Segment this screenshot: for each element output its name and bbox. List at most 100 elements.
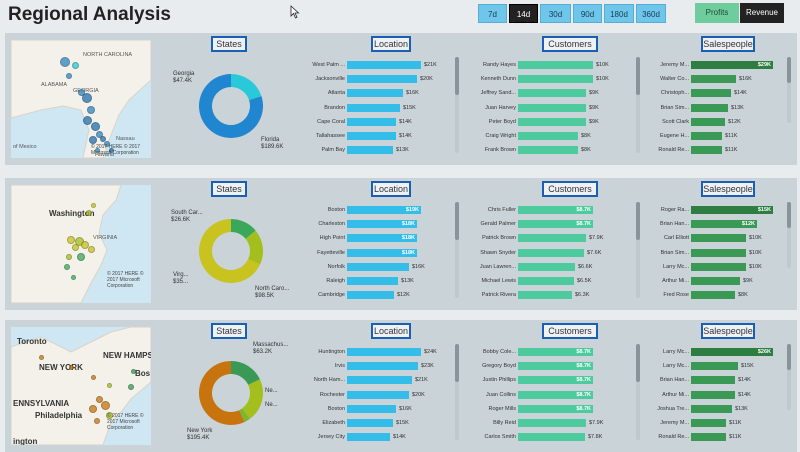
- customers-bar-row[interactable]: Jeffrey Sand... $9K: [460, 88, 642, 98]
- location-bar[interactable]: [347, 433, 390, 442]
- customers-bar[interactable]: [518, 433, 585, 442]
- map-bubble[interactable]: [38, 354, 44, 360]
- salespeople-scroll-thumb[interactable]: [787, 57, 791, 83]
- salespeople-bar-row[interactable]: Larry Mc... $10K: [645, 262, 795, 272]
- location-bar[interactable]: [347, 234, 417, 243]
- map-bubble[interactable]: [105, 411, 113, 419]
- location-bar[interactable]: [347, 419, 393, 427]
- location-scroll-thumb[interactable]: [455, 344, 459, 382]
- customers-bar-row[interactable]: Justin Phillips $8.7K: [460, 375, 642, 385]
- location-bar[interactable]: [347, 291, 394, 300]
- map-bubble[interactable]: [94, 418, 100, 424]
- salespeople-bar[interactable]: [691, 262, 746, 271]
- customers-bar[interactable]: [518, 206, 593, 214]
- map-bubble[interactable]: [100, 136, 106, 142]
- customers-bar[interactable]: [518, 89, 586, 98]
- customers-scrollbar[interactable]: [636, 57, 640, 153]
- salespeople-bar-row[interactable]: Carl Elliott $10K: [645, 233, 795, 243]
- location-bar-row[interactable]: Irvis $23K: [295, 361, 457, 371]
- location-bar[interactable]: [347, 277, 398, 285]
- location-bar-row[interactable]: Boston $19K: [295, 205, 457, 215]
- map-bubble[interactable]: [64, 264, 70, 270]
- salespeople-bar[interactable]: [691, 234, 746, 243]
- salespeople-bar[interactable]: [691, 291, 735, 300]
- location-bar[interactable]: [347, 117, 396, 126]
- map-bubble[interactable]: [90, 202, 96, 208]
- customers-scrollbar[interactable]: [636, 344, 640, 440]
- location-bar-row[interactable]: West Palm ... $21K: [295, 60, 457, 70]
- salespeople-bar[interactable]: [691, 61, 773, 69]
- customers-bar-row[interactable]: Billy Reid $7.9K: [460, 418, 642, 428]
- salespeople-bar[interactable]: [691, 206, 773, 214]
- salespeople-bar[interactable]: [691, 376, 735, 385]
- salespeople-bar-row[interactable]: Ronald Re... $11K: [645, 145, 795, 155]
- location-bar[interactable]: [347, 390, 409, 399]
- salespeople-bar-row[interactable]: Brian Han... $12K: [645, 219, 795, 229]
- salespeople-bar-row[interactable]: Scott Clark $12K: [645, 117, 795, 127]
- customers-bar[interactable]: [518, 419, 586, 427]
- salespeople-bar-row[interactable]: Joshua Tre... $13K: [645, 404, 795, 414]
- salespeople-bar[interactable]: [691, 362, 738, 371]
- customers-bar-row[interactable]: Chris Fuller $8.7K: [460, 205, 642, 215]
- customers-bar[interactable]: [518, 61, 593, 69]
- customers-bar-row[interactable]: Patrick Rivera $6.3K: [460, 290, 642, 300]
- customers-bar-row[interactable]: Patrick Brown $7.9K: [460, 233, 642, 243]
- customers-bar-row[interactable]: Randy Hayes $10K: [460, 60, 642, 70]
- salespeople-scrollbar[interactable]: [787, 344, 791, 410]
- customers-bar-row[interactable]: Roger Mills $8.7K: [460, 404, 642, 414]
- customers-bar[interactable]: [518, 291, 572, 300]
- salespeople-bar[interactable]: [691, 433, 726, 442]
- salespeople-bar-row[interactable]: Christoph... $14K: [645, 88, 795, 98]
- salespeople-bar-row[interactable]: Eugene H... $11K: [645, 131, 795, 141]
- customers-bar[interactable]: [518, 146, 578, 155]
- location-bar[interactable]: [347, 146, 393, 155]
- map-bubble[interactable]: [104, 141, 110, 147]
- location-bar[interactable]: [347, 262, 409, 271]
- location-bar[interactable]: [347, 61, 421, 69]
- location-bar-row[interactable]: Tallahassee $14K: [295, 131, 457, 141]
- map-bubble[interactable]: [94, 147, 100, 153]
- salespeople-bar-row[interactable]: Brian Sim... $13K: [645, 103, 795, 113]
- map-bubble[interactable]: [70, 274, 76, 280]
- salespeople-scroll-thumb[interactable]: [787, 202, 791, 228]
- donut-slice[interactable]: [199, 361, 245, 425]
- customers-scroll-thumb[interactable]: [636, 344, 640, 382]
- customers-bar[interactable]: [518, 234, 586, 243]
- salespeople-bar[interactable]: [691, 132, 722, 140]
- location-bar-row[interactable]: Boston $16K: [295, 404, 457, 414]
- map-bubble[interactable]: [71, 61, 79, 69]
- map-bubble[interactable]: [68, 364, 74, 370]
- customers-bar-row[interactable]: Michael Lewis $6.5K: [460, 276, 642, 286]
- location-bar-row[interactable]: Fayetteville $18K: [295, 248, 457, 258]
- salespeople-bar[interactable]: [691, 248, 746, 257]
- salespeople-bar-row[interactable]: Arthur Mi... $14K: [645, 390, 795, 400]
- location-bar-row[interactable]: Elizabeth $15K: [295, 418, 457, 428]
- location-bar-row[interactable]: Rochester $20K: [295, 390, 457, 400]
- customers-bar-row[interactable]: Juan Lawren... $6.6K: [460, 262, 642, 272]
- salespeople-bar[interactable]: [691, 390, 735, 399]
- customers-bar-row[interactable]: Bobby Cole... $8.7K: [460, 347, 642, 357]
- salespeople-bar-row[interactable]: Brian Han... $14K: [645, 375, 795, 385]
- donut-slice[interactable]: [245, 230, 263, 265]
- salespeople-bar-row[interactable]: Roger Ra... $15K: [645, 205, 795, 215]
- profits-toggle-button[interactable]: Profits: [695, 3, 739, 23]
- salespeople-bar-row[interactable]: Arthur Mi... $9K: [645, 276, 795, 286]
- customers-bar-row[interactable]: Frank Brown $8K: [460, 145, 642, 155]
- salespeople-bar-row[interactable]: Fred Rose $8K: [645, 290, 795, 300]
- donut-slice[interactable]: [239, 408, 250, 422]
- location-bar-row[interactable]: Palm Bay $13K: [295, 145, 457, 155]
- customers-bar[interactable]: [518, 390, 593, 399]
- customers-bar-row[interactable]: Carlos Smith $7.8K: [460, 432, 642, 442]
- map-bubble[interactable]: [95, 395, 103, 403]
- map-bubble[interactable]: [90, 374, 96, 380]
- customers-bar[interactable]: [518, 117, 586, 126]
- salespeople-bar-row[interactable]: Walter Co... $16K: [645, 74, 795, 84]
- customers-bar-row[interactable]: Kenneth Dunn $10K: [460, 74, 642, 84]
- salespeople-bar[interactable]: [691, 277, 740, 285]
- region-map[interactable]: NORTH CAROLINA ALABAMA GEORGIA Nassau of Mex…: [11, 40, 151, 158]
- donut-slice[interactable]: [231, 74, 262, 101]
- salespeople-bar[interactable]: [691, 404, 732, 413]
- map-bubble[interactable]: [66, 254, 72, 260]
- map-bubble[interactable]: [130, 368, 136, 374]
- revenue-toggle-button[interactable]: Revenue: [740, 3, 784, 23]
